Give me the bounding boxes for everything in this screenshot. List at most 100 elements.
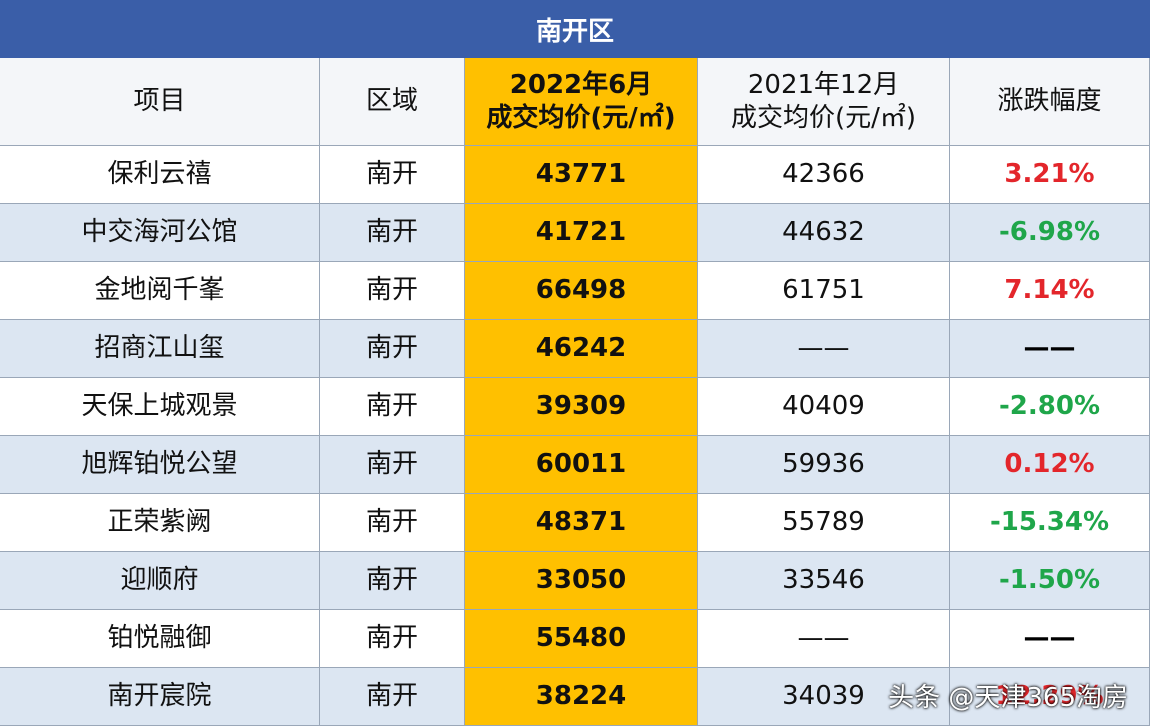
header-cell: 区域 — [320, 58, 465, 146]
header-text: 涨跌幅度 — [997, 86, 1102, 117]
table-cell: 43771 — [465, 146, 698, 204]
change-text: 12.29% — [995, 681, 1104, 712]
cell-text: 招商江山玺 — [94, 333, 225, 364]
cell-text: 66498 — [535, 275, 627, 306]
table-cell: 正荣紫阙 — [0, 494, 320, 552]
cell-text: 南开 — [365, 333, 418, 364]
table-cell: 南开宸院 — [0, 668, 320, 726]
table-cell: 南开 — [320, 552, 465, 610]
header-cell: 项目 — [0, 58, 320, 146]
table-cell: 59936 — [698, 436, 950, 494]
cell-text: 旭辉铂悦公望 — [81, 449, 238, 480]
table-cell: -6.98% — [950, 204, 1150, 262]
cell-text: 43771 — [535, 159, 627, 190]
header-text: 成交均价(元/㎡) — [486, 102, 676, 133]
cell-text: 39309 — [535, 391, 627, 422]
table-cell: 66498 — [465, 262, 698, 320]
cell-text: 33546 — [782, 565, 865, 596]
header-cell: 2022年6月 成交均价(元/㎡) — [465, 58, 698, 146]
cell-text: 南开 — [365, 217, 418, 248]
table-cell: 南开 — [320, 494, 465, 552]
change-text: -1.50% — [999, 565, 1100, 596]
table-cell: -2.80% — [950, 378, 1150, 436]
table-cell: 0.12% — [950, 436, 1150, 494]
table-cell: -1.50% — [950, 552, 1150, 610]
cell-text: 迎顺府 — [120, 565, 199, 596]
table-cell: 39309 — [465, 378, 698, 436]
cell-text: 38224 — [535, 681, 627, 712]
cell-text: 41721 — [535, 217, 627, 248]
table-cell: 33546 — [698, 552, 950, 610]
cell-text: 42366 — [782, 159, 865, 190]
cell-text: 南开 — [365, 507, 418, 538]
table-cell: 铂悦融御 — [0, 610, 320, 668]
cell-text: 55480 — [535, 623, 627, 654]
cell-text: 55789 — [782, 507, 865, 538]
table-cell: 33050 — [465, 552, 698, 610]
cell-text: 南开宸院 — [107, 681, 212, 712]
cell-text: 南开 — [365, 159, 418, 190]
table-cell: 60011 — [465, 436, 698, 494]
cell-text: 天保上城观景 — [81, 391, 238, 422]
header-text: 成交均价(元/㎡) — [730, 102, 917, 133]
change-text: -6.98% — [999, 217, 1100, 248]
cell-text: 金地阅千峯 — [94, 275, 225, 306]
change-text: 3.21% — [1004, 159, 1095, 190]
table-cell: —— — [698, 320, 950, 378]
change-text: 7.14% — [1004, 275, 1095, 306]
header-text: 项目 — [133, 86, 186, 117]
table-cell: 34039 — [698, 668, 950, 726]
cell-text: 南开 — [365, 565, 418, 596]
cell-text: 中交海河公馆 — [81, 217, 238, 248]
cell-text: 南开 — [365, 275, 418, 306]
cell-text: 44632 — [782, 217, 865, 248]
table-title: 南开区 — [0, 0, 1150, 58]
table-cell: 天保上城观景 — [0, 378, 320, 436]
table-cell: 46242 — [465, 320, 698, 378]
table-cell: 40409 — [698, 378, 950, 436]
table-cell: 南开 — [320, 610, 465, 668]
cell-text: 34039 — [782, 681, 865, 712]
table-cell: 南开 — [320, 378, 465, 436]
table-cell: 中交海河公馆 — [0, 204, 320, 262]
cell-text: 南开 — [365, 449, 418, 480]
header-cell: 涨跌幅度 — [950, 58, 1150, 146]
cell-text: 铂悦融御 — [107, 623, 212, 654]
table-cell: —— — [950, 610, 1150, 668]
table-cell: 南开 — [320, 436, 465, 494]
cell-text: —— — [797, 623, 850, 654]
cell-text: 保利云禧 — [107, 159, 212, 190]
table-cell: 保利云禧 — [0, 146, 320, 204]
header-text: 2021年12月 — [747, 70, 900, 100]
table-cell: —— — [698, 610, 950, 668]
table-cell: -15.34% — [950, 494, 1150, 552]
cell-text: 南开 — [365, 391, 418, 422]
cell-text: 60011 — [535, 449, 627, 480]
change-text: —— — [1023, 333, 1076, 364]
change-text: 0.12% — [1004, 449, 1095, 480]
cell-text: 南开 — [365, 623, 418, 654]
cell-text: 59936 — [782, 449, 865, 480]
cell-text: 40409 — [782, 391, 865, 422]
table-cell: 南开 — [320, 204, 465, 262]
header-cell: 2021年12月 成交均价(元/㎡) — [698, 58, 950, 146]
table-cell: 南开 — [320, 668, 465, 726]
table-cell: 7.14% — [950, 262, 1150, 320]
table-cell: 招商江山玺 — [0, 320, 320, 378]
table-cell: 41721 — [465, 204, 698, 262]
table-cell: 金地阅千峯 — [0, 262, 320, 320]
cell-text: —— — [797, 333, 850, 364]
cell-text: 61751 — [782, 275, 865, 306]
cell-text: 48371 — [535, 507, 627, 538]
table-cell: 38224 — [465, 668, 698, 726]
table-cell: 南开 — [320, 262, 465, 320]
table-cell: 3.21% — [950, 146, 1150, 204]
table-cell: 旭辉铂悦公望 — [0, 436, 320, 494]
watermark: 头条 @天津365淘房 — [888, 683, 1128, 713]
cell-text: 正荣紫阙 — [107, 507, 212, 538]
table-cell: 42366 — [698, 146, 950, 204]
table-cell: 48371 — [465, 494, 698, 552]
table-cell: 南开 — [320, 146, 465, 204]
change-text: —— — [1023, 623, 1076, 654]
